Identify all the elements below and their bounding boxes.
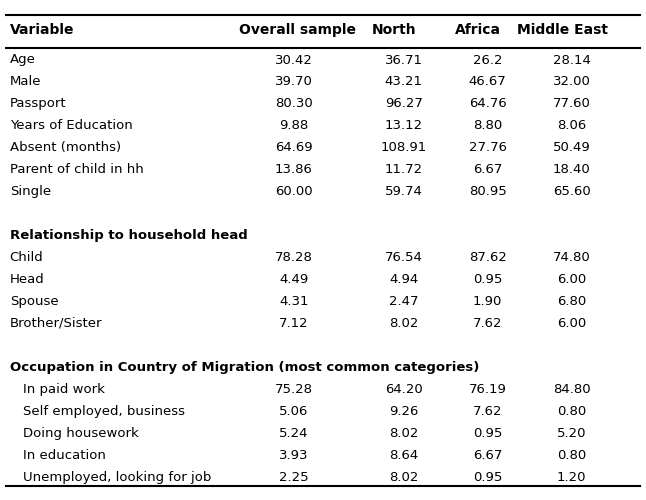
Text: 6.00: 6.00 (557, 273, 587, 286)
Text: 87.62: 87.62 (469, 251, 506, 264)
Text: 32.00: 32.00 (553, 76, 590, 88)
Text: In education: In education (23, 448, 105, 462)
Text: 9.26: 9.26 (389, 404, 419, 417)
Text: Middle East: Middle East (517, 23, 607, 37)
Text: Occupation in Country of Migration (most common categories): Occupation in Country of Migration (most… (10, 361, 479, 374)
Text: 108.91: 108.91 (380, 142, 427, 154)
Text: 0.80: 0.80 (557, 404, 587, 417)
Text: 64.69: 64.69 (275, 142, 313, 154)
Text: 59.74: 59.74 (385, 185, 422, 198)
Text: 78.28: 78.28 (275, 251, 313, 264)
Text: Brother/Sister: Brother/Sister (10, 317, 102, 330)
Text: 9.88: 9.88 (279, 120, 309, 132)
Text: 50.49: 50.49 (553, 142, 590, 154)
Text: 13.12: 13.12 (384, 120, 423, 132)
Text: 28.14: 28.14 (553, 54, 590, 66)
Text: 77.60: 77.60 (553, 98, 590, 110)
Text: 6.67: 6.67 (473, 164, 503, 176)
Text: 11.72: 11.72 (384, 164, 423, 176)
Text: 8.02: 8.02 (389, 426, 419, 440)
Text: Years of Education: Years of Education (10, 120, 132, 132)
Text: 43.21: 43.21 (385, 76, 422, 88)
Text: 1.20: 1.20 (557, 470, 587, 484)
Text: 39.70: 39.70 (275, 76, 313, 88)
Text: Single: Single (10, 185, 51, 198)
Text: 64.76: 64.76 (469, 98, 506, 110)
Text: 8.64: 8.64 (389, 448, 419, 462)
Text: 74.80: 74.80 (553, 251, 590, 264)
Text: Self employed, business: Self employed, business (23, 404, 185, 417)
Text: North: North (371, 23, 417, 37)
Text: 0.95: 0.95 (473, 273, 503, 286)
Text: 8.06: 8.06 (557, 120, 587, 132)
Text: 7.62: 7.62 (473, 317, 503, 330)
Text: Overall sample: Overall sample (238, 23, 356, 37)
Text: 46.67: 46.67 (469, 76, 506, 88)
Text: 30.42: 30.42 (275, 54, 313, 66)
Text: Unemployed, looking for job: Unemployed, looking for job (23, 470, 211, 484)
Text: 84.80: 84.80 (553, 383, 590, 396)
Text: 65.60: 65.60 (553, 185, 590, 198)
Text: Africa: Africa (455, 23, 501, 37)
Text: 2.25: 2.25 (279, 470, 309, 484)
Text: 7.12: 7.12 (279, 317, 309, 330)
Text: 6.00: 6.00 (557, 317, 587, 330)
Text: 80.95: 80.95 (469, 185, 506, 198)
Text: 4.94: 4.94 (389, 273, 419, 286)
Text: Doing housework: Doing housework (23, 426, 138, 440)
Text: 3.93: 3.93 (279, 448, 309, 462)
Text: Spouse: Spouse (10, 295, 58, 308)
Text: 80.30: 80.30 (275, 98, 313, 110)
Text: Variable: Variable (10, 23, 74, 37)
Text: 0.95: 0.95 (473, 470, 503, 484)
Text: 6.67: 6.67 (473, 448, 503, 462)
Text: In paid work: In paid work (23, 383, 105, 396)
Text: 5.24: 5.24 (279, 426, 309, 440)
Text: 2.47: 2.47 (389, 295, 419, 308)
Text: 5.06: 5.06 (279, 404, 309, 417)
Text: Head: Head (10, 273, 45, 286)
Text: 1.90: 1.90 (473, 295, 503, 308)
Text: Absent (months): Absent (months) (10, 142, 121, 154)
Text: Child: Child (10, 251, 43, 264)
Text: 60.00: 60.00 (275, 185, 313, 198)
Text: 13.86: 13.86 (275, 164, 313, 176)
Text: 4.31: 4.31 (279, 295, 309, 308)
Text: 5.20: 5.20 (557, 426, 587, 440)
Text: 26.2: 26.2 (473, 54, 503, 66)
Text: 36.71: 36.71 (385, 54, 422, 66)
Text: 96.27: 96.27 (385, 98, 422, 110)
Text: 76.19: 76.19 (469, 383, 506, 396)
Text: 0.95: 0.95 (473, 426, 503, 440)
Text: Male: Male (10, 76, 41, 88)
Text: Relationship to household head: Relationship to household head (10, 229, 247, 242)
Text: 64.20: 64.20 (385, 383, 422, 396)
Text: 6.80: 6.80 (557, 295, 587, 308)
Text: 76.54: 76.54 (385, 251, 422, 264)
Text: 27.76: 27.76 (469, 142, 506, 154)
Text: 18.40: 18.40 (553, 164, 590, 176)
Text: Passport: Passport (10, 98, 67, 110)
Text: 75.28: 75.28 (275, 383, 313, 396)
Text: 0.80: 0.80 (557, 448, 587, 462)
Text: Age: Age (10, 54, 36, 66)
Text: 4.49: 4.49 (279, 273, 309, 286)
Text: Parent of child in hh: Parent of child in hh (10, 164, 143, 176)
Text: 8.02: 8.02 (389, 470, 419, 484)
Text: 8.80: 8.80 (473, 120, 503, 132)
Text: 7.62: 7.62 (473, 404, 503, 417)
Text: 8.02: 8.02 (389, 317, 419, 330)
